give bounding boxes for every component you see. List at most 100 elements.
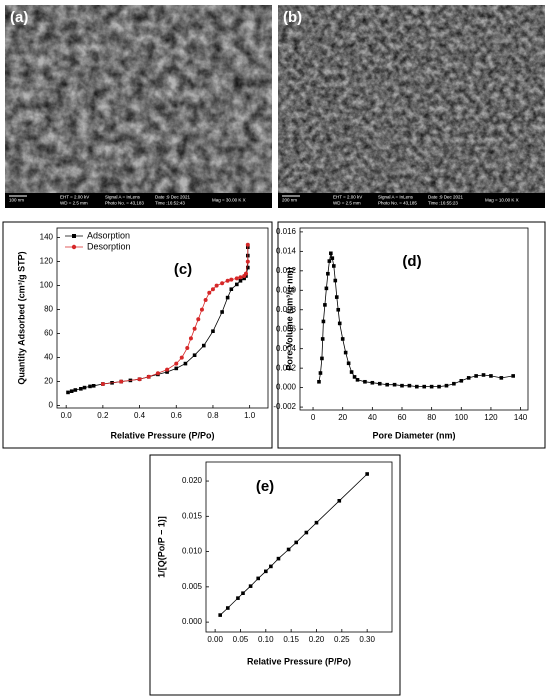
data-point (218, 613, 222, 617)
data-point (365, 472, 369, 476)
data-point (88, 384, 92, 389)
y-tick-label: 40 (44, 353, 53, 362)
image-label: (b) (283, 9, 302, 26)
y-tick-label: 0.006 (276, 324, 297, 333)
y-tick-label: 0.000 (182, 617, 203, 626)
y-tick-label: 20 (44, 377, 53, 386)
y-tick-label: 0.000 (276, 383, 297, 392)
data-point (211, 329, 215, 333)
data-point (400, 383, 404, 388)
data-point (355, 378, 360, 382)
data-point (415, 384, 419, 389)
legend-label: Adsorption (87, 230, 130, 240)
x-tick-label: 0.0 (61, 411, 73, 420)
series-line (318, 253, 514, 388)
y-tick-label: 0.010 (182, 547, 203, 556)
data-point (165, 367, 170, 372)
data-point (214, 283, 219, 288)
y-tick-label: 0.015 (182, 511, 203, 520)
x-tick-label: 0.4 (134, 411, 146, 420)
legend-marker (71, 244, 77, 250)
y-tick-label: 0 (49, 401, 54, 410)
x-axis-label: Pore Diameter (nm) (372, 430, 455, 440)
data-point (174, 366, 179, 371)
x-tick-label: 0.00 (207, 635, 223, 644)
image-info: Date :9 Dec 2021 (428, 195, 464, 200)
data-point (234, 276, 239, 281)
data-point (264, 569, 268, 574)
x-tick-label: 40 (368, 413, 377, 422)
plot-frame (205, 461, 393, 633)
image-label: (a) (10, 9, 28, 26)
x-tick-label: 0.6 (171, 411, 183, 420)
data-point (220, 281, 225, 286)
x-tick-label: 140 (514, 413, 528, 422)
data-point (336, 307, 341, 312)
series-line (67, 247, 249, 393)
data-point (407, 383, 412, 388)
data-point (377, 381, 382, 386)
plot-frame (299, 227, 529, 411)
x-axis-label: Relative Pressure (P/Po) (247, 656, 351, 666)
data-point (466, 376, 471, 380)
data-point (165, 370, 169, 374)
data-point (324, 286, 329, 291)
data-point (246, 265, 250, 270)
y-tick-label: 0.002 (276, 363, 297, 372)
image-info: Photo No. = 43,185 (378, 201, 417, 206)
data-point (183, 361, 188, 366)
data-point (334, 295, 339, 299)
data-point (199, 307, 204, 312)
data-point (314, 520, 319, 525)
data-point (481, 373, 486, 377)
data-point (327, 259, 332, 263)
image-info: Mag = 30.00 K X (212, 198, 246, 203)
y-tick-label: 0.014 (276, 246, 297, 255)
data-point (119, 379, 124, 384)
data-point (392, 382, 397, 387)
y-tick-label: 80 (44, 305, 53, 314)
data-point (66, 390, 70, 395)
image-info: WD = 2.5 mm (333, 201, 361, 206)
y-tick-label: 140 (40, 233, 54, 242)
data-point (474, 374, 478, 378)
y-axis-label: Pore Volume (cm³/g·nm) (284, 267, 294, 370)
data-point (229, 277, 234, 282)
data-point (73, 388, 78, 392)
data-point (499, 376, 504, 380)
data-point (203, 298, 208, 302)
data-point (82, 385, 87, 390)
image-info: Signal A = InLens (105, 195, 141, 200)
image-info: Signal A = InLens (378, 195, 414, 200)
x-tick-label: 0.25 (334, 635, 350, 644)
data-point (220, 310, 224, 314)
data-point (91, 384, 96, 388)
data-point (235, 282, 239, 287)
y-tick-label: 60 (44, 329, 53, 338)
data-point (294, 540, 299, 545)
data-point (452, 381, 456, 386)
y-tick-label: 120 (40, 257, 54, 266)
x-tick-label: 0.8 (207, 411, 219, 420)
data-point (174, 361, 179, 366)
y-tick-label: 100 (40, 281, 54, 290)
data-point (179, 355, 184, 360)
panel-label: (d) (402, 253, 421, 270)
x-tick-label: 0.2 (97, 411, 109, 420)
panel-frame (277, 221, 546, 449)
x-tick-label: 0.10 (258, 635, 274, 644)
panel-frame (149, 454, 401, 696)
data-point (192, 326, 197, 331)
legend-marker (72, 234, 76, 238)
data-point (69, 389, 74, 393)
data-point (349, 370, 354, 374)
data-point (370, 380, 375, 385)
data-point (269, 564, 273, 569)
data-point (236, 596, 240, 600)
x-tick-label: 0 (311, 413, 316, 422)
y-tick-label: 0.008 (276, 305, 297, 314)
data-point (459, 379, 464, 383)
image-info: 100 nm (9, 198, 24, 203)
y-axis-label: 1/[Q(Po/P − 1)] (156, 516, 166, 578)
image-info: EHT = 2.00 kV (333, 195, 362, 200)
